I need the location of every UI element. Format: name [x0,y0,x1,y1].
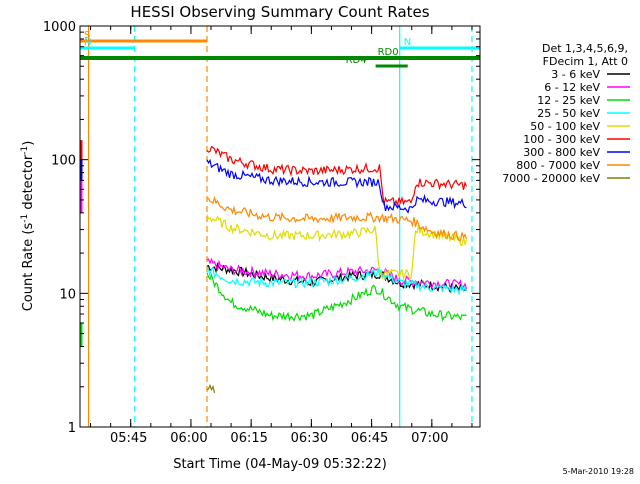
legend-header-line: Det 1,3,4,5,6,9, [542,42,628,55]
series-line [206,145,468,208]
y-axis-label: Count Rate (s-1 detector-1) [20,141,36,312]
x-axis-label: Start Time (04-May-09 05:32:22) [173,457,387,472]
legend-entry-label: 50 - 100 keV [530,120,600,133]
flag-label: N [84,37,91,48]
y-axis-label-part: Count Rate (s [21,223,36,312]
series-line [206,257,468,292]
series-line [206,214,468,281]
legend-entry-label: 12 - 25 keV [537,94,600,107]
x-tick-label: 06:00 [170,431,207,446]
x-tick-label: 05:45 [110,431,147,446]
legend: Det 1,3,4,5,6,9, FDecim 1, Att 0 3 - 6 k… [502,42,630,185]
y-tick-label: 100 [51,154,76,169]
x-tick-label: 06:30 [291,431,328,446]
y-tick-label: 10 [59,287,76,302]
legend-entry-label: 800 - 7000 keV [516,159,600,172]
chart-title: HESSI Observing Summary Count Rates [130,3,429,21]
flag-label: RD0 [378,47,399,58]
legend-entry-label: 3 - 6 keV [551,68,600,81]
plot-frame [79,25,481,428]
y-axis-label-part: detector [21,154,36,214]
legend-entry-label: 6 - 12 keV [544,81,600,94]
y-axis-label-part: ) [21,141,36,146]
flag-label: N [404,37,411,48]
series-line [206,266,468,296]
y-tick-label: 1000 [43,20,76,35]
x-tick-label: 06:45 [351,431,388,446]
legend-entry-label: 100 - 300 keV [523,133,600,146]
flag-label: S [84,30,90,41]
x-tick-label: 06:15 [230,431,267,446]
series-line [206,195,468,242]
y-axis-label-exp: -1 [20,214,30,223]
legend-entry-label: 300 - 800 keV [523,146,600,159]
legend-entry-label: 25 - 50 keV [537,107,600,120]
footer-timestamp: 5-Mar-2010 19:28 [562,467,634,476]
flag-label: RD4 [346,55,367,66]
legend-header-line: FDecim 1, Att 0 [543,55,628,68]
y-tick-label: 1 [68,421,76,436]
series-line [206,383,216,394]
x-tick-label: 07:00 [411,431,448,446]
legend-entry-label: 7000 - 20000 keV [502,172,600,185]
y-axis-label-exp: -1 [20,146,30,155]
series-line [206,272,467,322]
series-line [206,158,467,214]
